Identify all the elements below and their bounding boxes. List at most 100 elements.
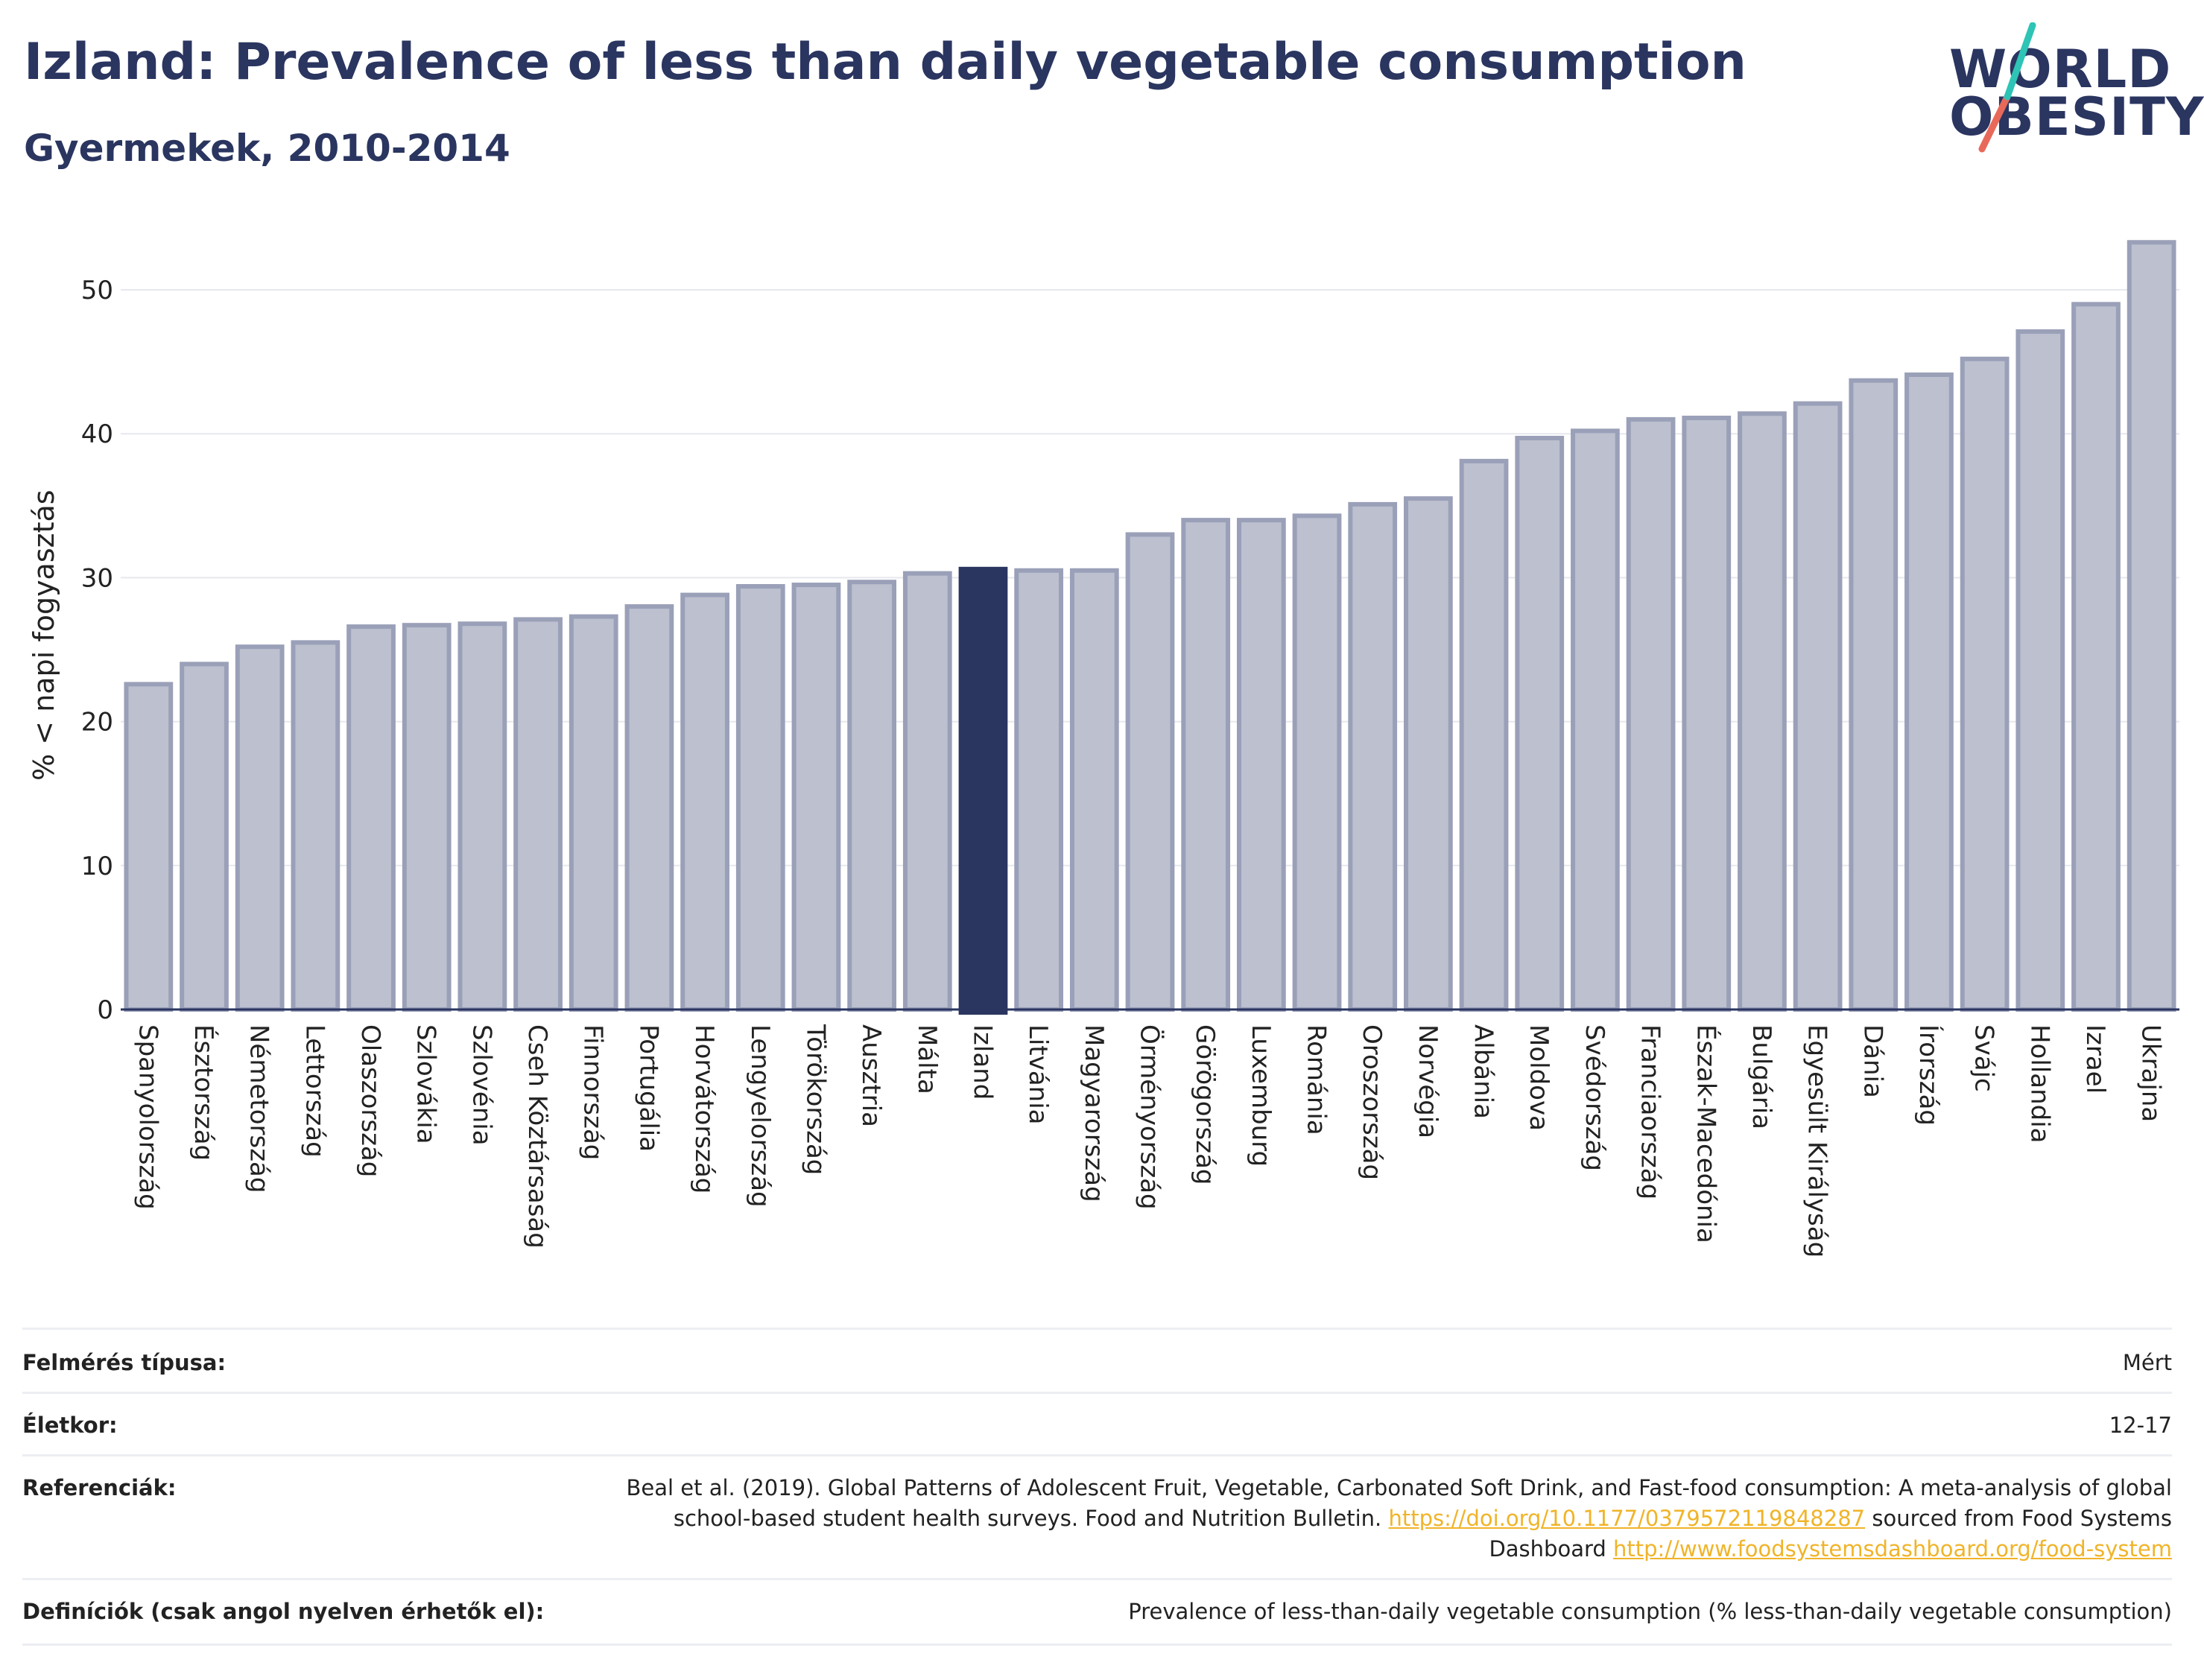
bar <box>291 640 341 1012</box>
bar <box>124 682 174 1012</box>
bar <box>457 621 507 1012</box>
x-tick-label: Észtország <box>189 1024 219 1161</box>
x-tick-label: Szlovákia <box>411 1024 441 1144</box>
bar <box>2015 329 2065 1012</box>
age-label: Életkor: <box>22 1413 118 1438</box>
x-tick-label: Litvánia <box>1023 1024 1053 1125</box>
bar <box>235 644 285 1012</box>
x-tick-label: Románia <box>1302 1024 1331 1135</box>
x-tick-label: Oroszország <box>1357 1024 1387 1180</box>
definitions-label: Definíciók (csak angol nyelven érhetők e… <box>22 1599 545 1624</box>
doi-link[interactable]: https://doi.org/10.1177/0379572119848287 <box>1388 1506 1866 1531</box>
bar <box>1404 496 1453 1012</box>
x-tick-label: Spanyolország <box>133 1024 162 1210</box>
bar <box>680 592 729 1012</box>
bar <box>513 617 563 1012</box>
bar-chart: 0 10 20 30 40 50 Spanyolország Észtország Német… <box>28 240 2179 1258</box>
references-label: Referenciák: <box>22 1475 177 1500</box>
x-tick-label: Észak-Macedónia <box>1691 1024 1721 1243</box>
age-value: 12-17 <box>2109 1413 2172 1438</box>
bar <box>1236 518 1286 1012</box>
x-tick-label: Hollandia <box>2024 1024 2054 1144</box>
x-tick-label: Horvátország <box>689 1024 719 1194</box>
y-tick-label: 40 <box>81 419 113 449</box>
x-tick-label: Olaszország <box>355 1024 385 1177</box>
y-axis-label: % < napi fogyasztás <box>28 489 60 780</box>
survey-type-label: Felmérés típusa: <box>22 1350 227 1375</box>
bar <box>1626 416 1676 1012</box>
bar-highlighted <box>958 566 1008 1015</box>
x-tick-label: Moldova <box>1524 1024 1554 1131</box>
x-tick-label: Albánia <box>1469 1024 1498 1119</box>
info-row-age: Életkor: 12-17 <box>22 1392 2172 1454</box>
bar <box>1571 428 1620 1012</box>
y-tick-label: 20 <box>81 708 113 738</box>
bar <box>624 604 674 1012</box>
bar <box>1069 568 1119 1012</box>
y-tick-label: 30 <box>81 563 113 593</box>
bar <box>2071 302 2121 1012</box>
x-tick-labels: Spanyolország Észtország Németország Lettor… <box>133 1024 2165 1258</box>
chart-title: Izland: Prevalence of less than daily ve… <box>24 33 1747 92</box>
x-tick-label: Svájc <box>1969 1024 1999 1092</box>
x-tick-label: Egyesült Királyság <box>1802 1024 1832 1258</box>
info-row-references: Referenciák: Beal et al. (2019). Global … <box>22 1454 2172 1578</box>
x-tick-label: Lengyelország <box>745 1024 775 1208</box>
bar <box>180 662 229 1012</box>
x-tick-label: Izrael <box>2080 1024 2110 1094</box>
bar <box>1793 401 1843 1012</box>
bar <box>1014 568 1064 1012</box>
info-row-survey-type: Felmérés típusa: Mért <box>22 1328 2172 1392</box>
references-value: Beal et al. (2019). Global Patterns of A… <box>592 1473 2172 1565</box>
bar <box>1904 372 1954 1012</box>
y-tick-label: 0 <box>97 995 113 1025</box>
bar <box>1849 378 1899 1012</box>
bar <box>1181 518 1231 1012</box>
bar <box>735 583 785 1012</box>
bar <box>1348 501 1398 1012</box>
info-table: Felmérés típusa: Mért Életkor: 12-17 Ref… <box>22 1328 2172 1646</box>
world-obesity-logo: WORLD OBESITY <box>1937 22 2204 156</box>
x-tick-label: Málta <box>912 1024 942 1094</box>
x-tick-label: Cseh Köztársaság <box>522 1024 552 1249</box>
x-tick-label: Törökország <box>800 1024 830 1175</box>
x-tick-label: Görögország <box>1190 1024 1220 1185</box>
x-tick-label: Franciaország <box>1635 1024 1665 1199</box>
bar <box>1515 435 1565 1012</box>
x-tick-label: Ausztria <box>856 1024 886 1127</box>
x-tick-label: Örményország <box>1135 1024 1165 1210</box>
x-tick-label: Finnország <box>578 1024 608 1160</box>
x-tick-label: Németország <box>244 1024 274 1193</box>
y-tick-label: 50 <box>81 276 113 305</box>
logo-text-world: WORLD <box>1949 39 2172 100</box>
info-row-definitions: Definíciók (csak angol nyelven érhetők e… <box>22 1578 2172 1646</box>
x-tick-label: Szlovénia <box>466 1024 496 1146</box>
bar <box>2127 240 2176 1012</box>
x-tick-label: Ukrajna <box>2136 1024 2166 1122</box>
bar <box>1738 411 1787 1012</box>
bar <box>402 623 452 1012</box>
x-tick-label: Magyarország <box>1079 1024 1109 1202</box>
x-tick-label: Norvégia <box>1413 1024 1443 1138</box>
y-tick-labels: 0 10 20 30 40 50 <box>81 276 113 1025</box>
x-tick-label: Írország <box>1913 1024 1944 1126</box>
y-tick-label: 10 <box>81 852 113 881</box>
bars <box>124 240 2176 1015</box>
x-tick-label: Bulgária <box>1747 1024 1776 1129</box>
references-source-text: sourced from Food Systems Dashboard <box>1489 1506 2172 1562</box>
bar <box>791 583 841 1012</box>
x-tick-label: Luxemburg <box>1246 1024 1276 1167</box>
x-tick-label: Svédország <box>1580 1024 1609 1171</box>
bar <box>1960 356 2010 1012</box>
bar <box>1292 513 1342 1012</box>
bar <box>1682 415 1732 1012</box>
x-tick-label: Lettország <box>300 1024 329 1158</box>
definitions-value: Prevalence of less-than-daily vegetable … <box>1128 1599 2172 1624</box>
bar <box>847 580 896 1012</box>
logo-slash-icon <box>1978 22 2036 153</box>
chart-subtitle: Gyermekek, 2010-2014 <box>24 127 510 170</box>
survey-type-value: Mért <box>2122 1350 2172 1375</box>
bar <box>1459 458 1509 1012</box>
food-systems-link[interactable]: http://www.foodsystemsdashboard.org/food… <box>1613 1536 2172 1562</box>
references-text: Beal et al. (2019). Global Patterns of A… <box>626 1475 2172 1531</box>
